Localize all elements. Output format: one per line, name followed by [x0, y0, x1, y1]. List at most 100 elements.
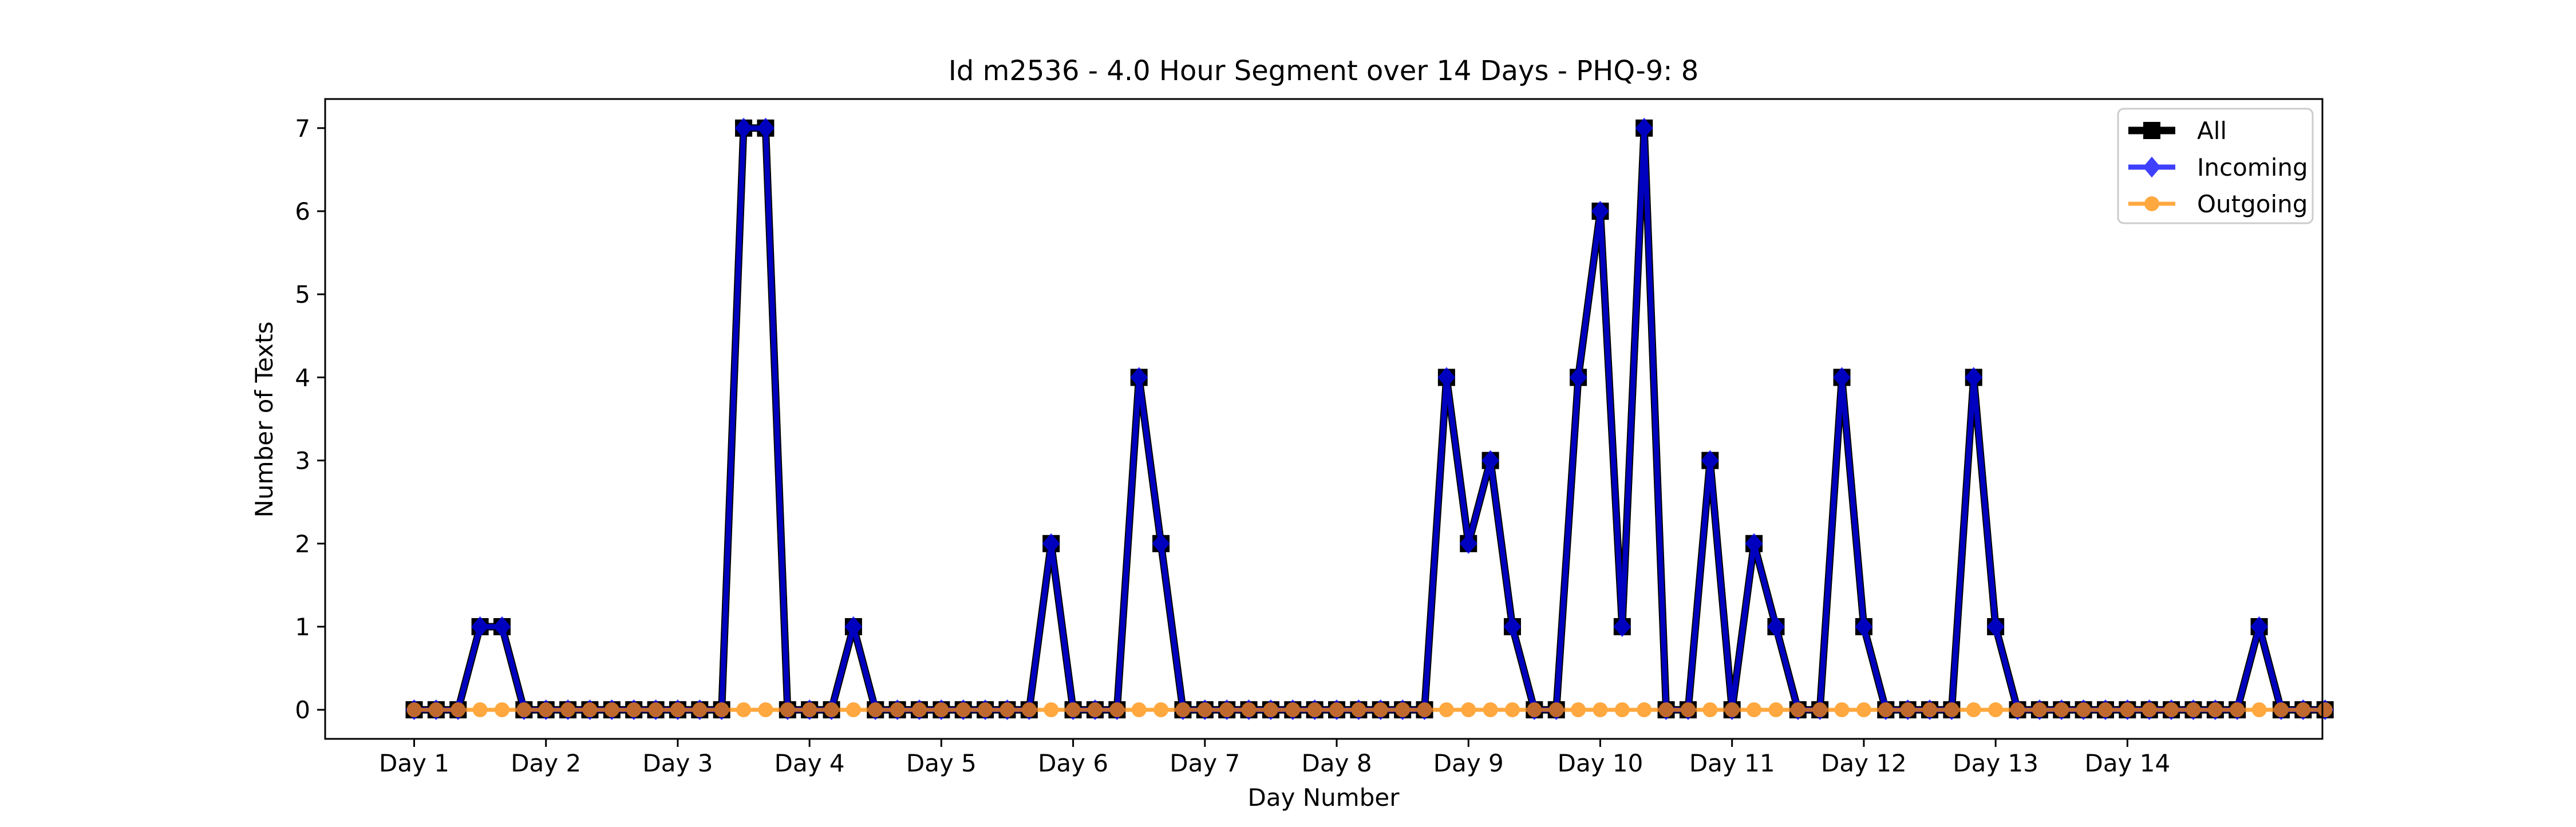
- data-point-outgoing: [1351, 702, 1366, 718]
- data-point-outgoing: [1768, 702, 1784, 718]
- data-point-outgoing: [1329, 702, 1345, 718]
- data-point-outgoing: [1461, 702, 1476, 718]
- data-point-outgoing: [1219, 702, 1235, 718]
- x-tick-label: Day 6: [1038, 749, 1108, 777]
- plot-area-frame: [324, 98, 2324, 740]
- legend-box: [2117, 108, 2314, 224]
- data-point-outgoing: [2251, 702, 2267, 718]
- x-axis-ticks: Day 1 Day 2 Day 3 Day 4 Day 5 Day 6 Day 7 Day 8…: [379, 739, 2170, 777]
- data-point-outgoing: [1724, 702, 1740, 718]
- data-point-outgoing: [1527, 702, 1542, 718]
- data-point-incoming: [1481, 450, 1500, 471]
- data-point-outgoing: [868, 702, 883, 718]
- data-point-outgoing: [1593, 702, 1608, 718]
- data-point-outgoing: [604, 702, 619, 718]
- x-tick-label: Day 7: [1170, 749, 1240, 777]
- legend-marker-all: [2143, 122, 2160, 139]
- x-tick-label: Day 5: [906, 749, 977, 777]
- series-layer: [405, 117, 2334, 721]
- data-point-outgoing: [560, 702, 576, 718]
- data-point-incoming: [1042, 533, 1060, 554]
- data-point-outgoing: [955, 702, 971, 718]
- data-point-outgoing: [1439, 702, 1454, 718]
- legend-symbol-all: [2128, 122, 2175, 139]
- x-tick-label: Day 1: [379, 749, 449, 777]
- legend: All Incoming Outgoing: [2117, 108, 2314, 224]
- data-point-outgoing: [1373, 702, 1388, 718]
- data-point-outgoing: [736, 702, 752, 718]
- data-point-outgoing: [1241, 702, 1257, 718]
- x-tick-label: Day 8: [1302, 749, 1372, 777]
- x-tick-label: Day 3: [642, 749, 713, 777]
- data-point-incoming: [1503, 616, 1522, 638]
- data-point-outgoing: [406, 702, 422, 718]
- data-point-incoming: [1152, 533, 1170, 554]
- x-axis-label: Day Number: [1247, 784, 1400, 812]
- data-point-outgoing: [1285, 702, 1301, 718]
- data-point-outgoing: [1790, 702, 1805, 718]
- data-point-incoming: [1130, 367, 1148, 388]
- legend-label-outgoing: Outgoing: [2197, 190, 2308, 218]
- data-point-outgoing: [1878, 702, 1894, 718]
- data-point-outgoing: [2273, 702, 2289, 718]
- x-tick-label: Day 12: [1821, 749, 1907, 777]
- data-point-outgoing: [1702, 702, 1718, 718]
- legend-label-all: All: [2197, 117, 2227, 145]
- x-tick-label: Day 13: [1953, 749, 2038, 777]
- data-point-incoming: [1986, 616, 2005, 638]
- data-point-incoming: [2250, 616, 2268, 638]
- y-tick-label: 5: [295, 280, 310, 308]
- data-point-outgoing: [2054, 702, 2069, 718]
- x-tick-label: Day 14: [2084, 749, 2170, 777]
- data-point-outgoing: [692, 702, 708, 718]
- data-point-outgoing: [648, 702, 663, 718]
- data-point-incoming: [757, 117, 775, 139]
- legend-item-incoming: Incoming: [2128, 153, 2308, 181]
- data-point-outgoing: [1505, 702, 1520, 718]
- data-point-outgoing: [1307, 702, 1322, 718]
- data-point-outgoing: [2317, 702, 2333, 718]
- data-point-outgoing: [780, 702, 795, 718]
- data-point-outgoing: [2032, 702, 2047, 718]
- data-point-outgoing: [1747, 702, 1762, 718]
- data-point-outgoing: [1680, 702, 1696, 718]
- data-point-outgoing: [758, 702, 773, 718]
- data-point-outgoing: [494, 702, 509, 718]
- data-point-outgoing: [1021, 702, 1037, 718]
- y-tick-label: 7: [295, 114, 310, 143]
- data-point-outgoing: [2164, 702, 2179, 718]
- data-point-outgoing: [451, 702, 466, 718]
- data-point-outgoing: [2120, 702, 2135, 718]
- data-point-outgoing: [1197, 702, 1212, 718]
- data-point-outgoing: [934, 702, 949, 718]
- data-point-outgoing: [2186, 702, 2201, 718]
- data-point-outgoing: [1834, 702, 1850, 718]
- data-point-outgoing: [714, 702, 729, 718]
- data-point-outgoing: [1175, 702, 1191, 718]
- data-point-outgoing: [2296, 702, 2311, 718]
- data-point-incoming: [844, 616, 863, 638]
- x-tick-label: Day 2: [511, 749, 581, 777]
- data-point-outgoing: [2142, 702, 2157, 718]
- data-point-incoming: [1459, 533, 1477, 554]
- series-outgoing: [406, 702, 2333, 718]
- data-point-incoming: [1745, 533, 1763, 554]
- legend-marker-outgoing: [2144, 196, 2159, 211]
- y-tick-label: 2: [295, 530, 310, 558]
- data-point-outgoing: [1812, 702, 1828, 718]
- data-point-outgoing: [670, 702, 685, 718]
- data-point-outgoing: [1900, 702, 1915, 718]
- data-point-outgoing: [1856, 702, 1871, 718]
- data-point-outgoing: [1153, 702, 1169, 718]
- data-point-outgoing: [516, 702, 532, 718]
- data-point-incoming: [1855, 616, 1873, 638]
- x-tick-label: Day 9: [1433, 749, 1504, 777]
- data-point-outgoing: [1637, 702, 1652, 718]
- data-point-outgoing: [1658, 702, 1674, 718]
- data-point-incoming: [493, 616, 511, 638]
- data-point-outgoing: [1548, 702, 1564, 718]
- data-point-outgoing: [1944, 702, 1959, 718]
- data-point-outgoing: [999, 702, 1015, 718]
